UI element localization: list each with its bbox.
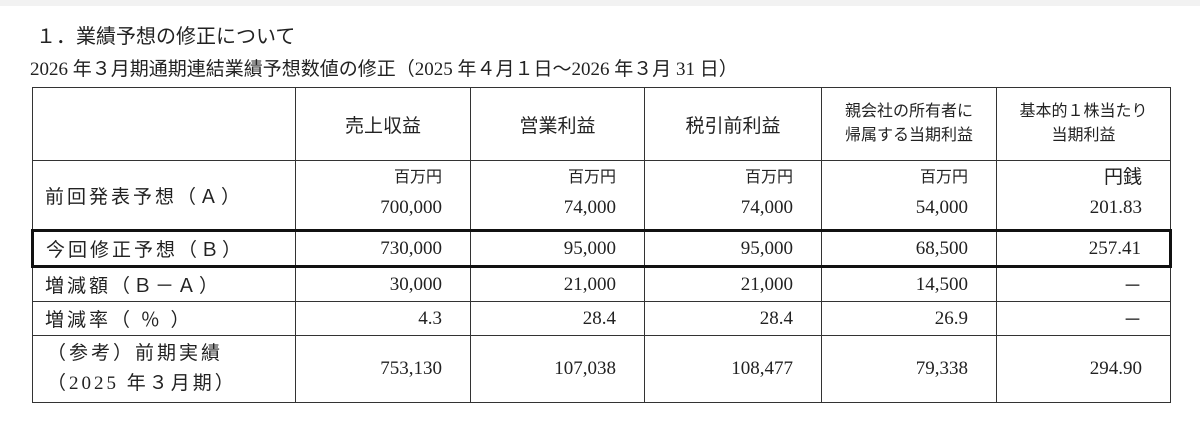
cell: 21,000 (470, 266, 645, 302)
section-title: １．業績予想の修正について (36, 26, 296, 48)
table-row-prior-year-actual: （参考）前期実績 （2025 年３月期） 753,130 107,038 108,… (32, 335, 1171, 403)
row-label: （参考）前期実績 （2025 年３月期） (32, 335, 296, 403)
table-subtitle: 2026 年３月期通期連結業績予想数値の修正（2025 年４月１日～2026 年… (30, 59, 738, 80)
cell: 百万円 54,000 (821, 160, 997, 231)
cell: 百万円 700,000 (295, 160, 471, 231)
cell: 108,477 (644, 335, 822, 403)
table-row-previous-forecast: 前回発表予想（Ａ） 百万円 700,000 百万円 74,000 百万円 74,000… (32, 160, 1171, 231)
cell: 107,038 (470, 335, 645, 403)
cell: 730,000 (295, 229, 471, 268)
cell: 30,000 (295, 266, 471, 302)
header-row: 売上収益 営業利益 税引前利益 親会社の所有者に 帰属する当期利益 基本的１株当た… (32, 87, 1171, 161)
cell: 百万円 74,000 (644, 160, 822, 231)
cell: 14,500 (821, 266, 997, 302)
header-empty (32, 87, 296, 161)
cell: 28.4 (470, 301, 645, 336)
cell: 294.90 (996, 335, 1171, 403)
top-bar (0, 0, 1200, 6)
cell: 95,000 (644, 229, 822, 268)
header-pretax-profit: 税引前利益 (644, 87, 822, 161)
cell: 28.4 (644, 301, 822, 336)
header-eps: 基本的１株当たり 当期利益 (996, 87, 1171, 161)
header-net-profit: 親会社の所有者に 帰属する当期利益 (821, 87, 997, 161)
cell: － (996, 301, 1171, 336)
cell: 26.9 (821, 301, 997, 336)
table-row-change-rate: 増減率（ ％ ） 4.3 28.4 28.4 26.9 － (32, 301, 1171, 336)
row-label: 増減額（Ｂ－Ａ） (32, 266, 296, 302)
cell: 79,338 (821, 335, 997, 403)
table-row-change-amount: 増減額（Ｂ－Ａ） 30,000 21,000 21,000 14,500 － (32, 266, 1171, 302)
cell: 753,130 (295, 335, 471, 403)
row-label: 前回発表予想（Ａ） (32, 160, 296, 231)
cell: 257.41 (996, 229, 1172, 268)
forecast-revision-table: 売上収益 営業利益 税引前利益 親会社の所有者に 帰属する当期利益 基本的１株当た… (31, 87, 1172, 403)
table-row-revised-forecast: 今回修正予想（Ｂ） 730,000 95,000 95,000 68,500 2… (31, 229, 1172, 268)
cell: 21,000 (644, 266, 822, 302)
cell: － (996, 266, 1171, 302)
cell: 4.3 (295, 301, 471, 336)
cell: 百万円 74,000 (470, 160, 645, 231)
cell: 円銭 201.83 (996, 160, 1171, 231)
cell: 68,500 (821, 229, 997, 268)
header-operating-profit: 営業利益 (470, 87, 645, 161)
cell: 95,000 (470, 229, 645, 268)
header-revenue: 売上収益 (295, 87, 471, 161)
row-label: 今回修正予想（Ｂ） (31, 229, 296, 268)
row-label: 増減率（ ％ ） (32, 301, 296, 336)
